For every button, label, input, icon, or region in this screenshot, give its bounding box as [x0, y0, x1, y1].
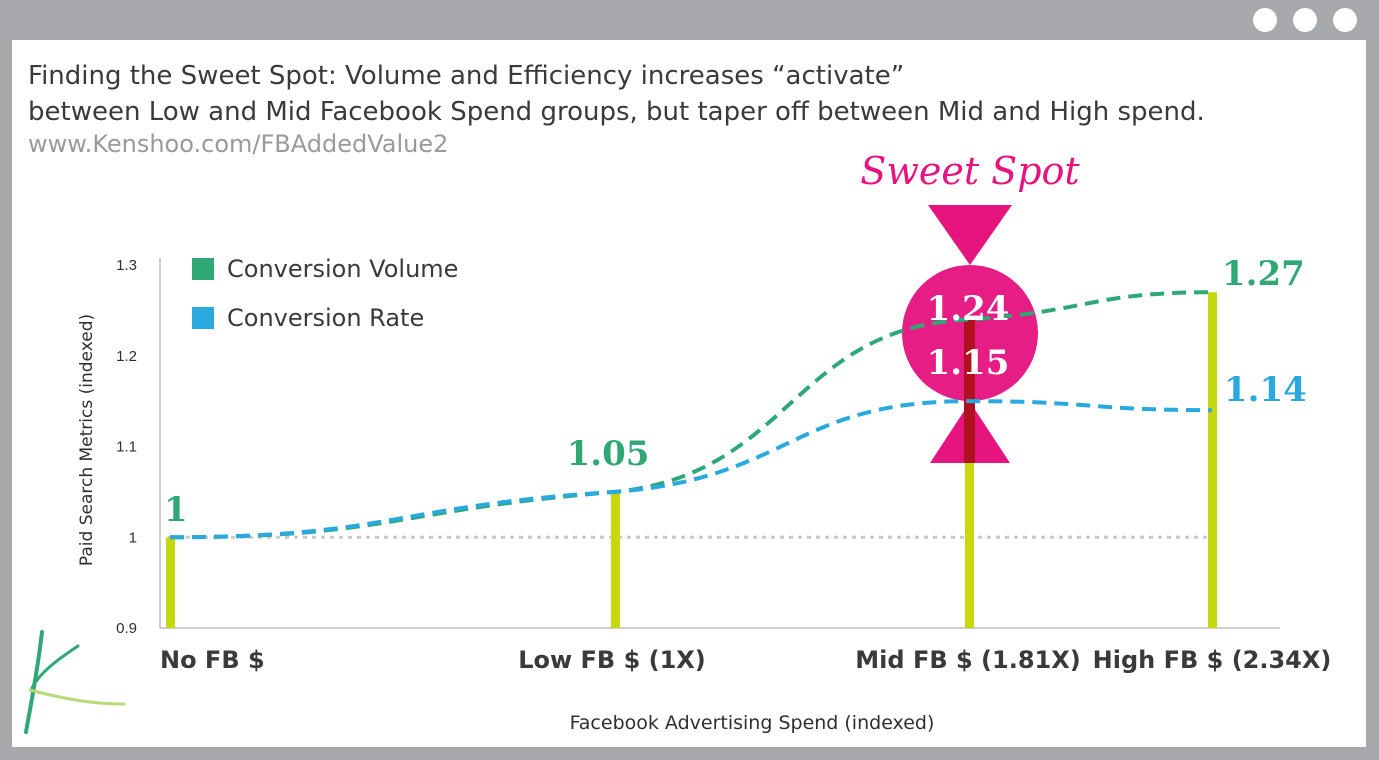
window-control-dot[interactable] — [1293, 8, 1317, 32]
sweet-spot-label: Sweet Spot — [860, 149, 1080, 193]
data-label: 1.05 — [567, 434, 650, 474]
x-category-label: No FB $ — [160, 646, 265, 674]
sweet-spot-top-triangle — [928, 205, 1012, 265]
chart-title: Finding the Sweet Spot: Volume and Effic… — [28, 58, 1328, 130]
y-tick-label: 1.2 — [116, 348, 137, 365]
y-tick-label: 1.1 — [116, 439, 137, 456]
x-category-label: Mid FB $ (1.81X) — [855, 646, 1080, 674]
legend-swatch — [192, 307, 214, 329]
data-label: 1.15 — [927, 343, 1010, 383]
y-tick-label: 1.3 — [116, 257, 137, 274]
data-label: 1 — [164, 490, 188, 530]
data-label: 1.24 — [927, 289, 1010, 329]
slide-panel: Finding the Sweet Spot: Volume and Effic… — [12, 40, 1366, 747]
legend-label: Conversion Rate — [227, 304, 424, 332]
x-category-label: Low FB $ (1X) — [518, 646, 706, 674]
y-axis-label: Paid Search Metrics (indexed) — [77, 314, 97, 566]
series-line-conversion-volume — [169, 290, 1213, 540]
data-label: 1.14 — [1224, 370, 1307, 410]
source-url: www.Kenshoo.com/FBAddedValue2 — [28, 130, 449, 158]
y-tick-label: 1 — [129, 529, 137, 546]
x-axis-label: Facebook Advertising Spend (indexed) — [570, 712, 935, 734]
x-category-label: High FB $ (2.34X) — [1093, 646, 1332, 674]
legend-label: Conversion Volume — [227, 255, 458, 283]
bar — [1208, 292, 1217, 628]
bar — [965, 319, 974, 628]
y-tick-label: 0.9 — [116, 620, 137, 637]
window-control-dot[interactable] — [1333, 8, 1357, 32]
sweet-spot-bar-highlight — [964, 319, 975, 463]
kenshoo-logo-icon — [24, 630, 126, 734]
bar — [166, 537, 175, 628]
data-label: 1.27 — [1222, 254, 1305, 294]
bar — [611, 491, 620, 628]
legend-swatch — [192, 258, 214, 280]
series-line-conversion-rate — [169, 399, 1213, 540]
chart-title-line-1: Finding the Sweet Spot: Volume and Effic… — [28, 61, 905, 91]
window-controls — [1253, 8, 1357, 32]
window-control-dot[interactable] — [1253, 8, 1277, 32]
chart-title-line-2: between Low and Mid Facebook Spend group… — [28, 97, 1205, 127]
